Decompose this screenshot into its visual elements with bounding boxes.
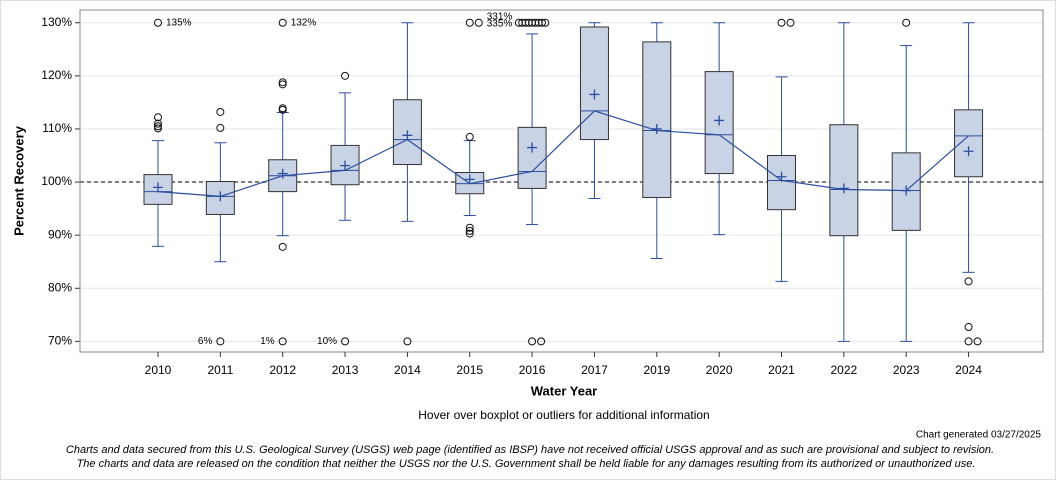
outlier: [154, 18, 162, 27]
x-tick-label: 2016: [519, 363, 546, 377]
outlier: [541, 18, 550, 27]
outlier: [154, 113, 162, 122]
mean-marker: [527, 142, 538, 153]
outlier: [278, 242, 287, 251]
outlier: [154, 122, 162, 131]
x-tick-label: 2017: [581, 363, 608, 377]
box: [954, 109, 984, 178]
outlier: [403, 337, 412, 346]
outlier: [902, 18, 911, 27]
x-tick-label: 2023: [893, 363, 920, 377]
y-tick-label: 120%: [41, 68, 72, 82]
mean-marker: [589, 89, 600, 100]
box: [579, 26, 609, 141]
x-tick-label: 2013: [332, 363, 359, 377]
outlier: [777, 18, 786, 27]
x-tick-label: 2021: [768, 363, 795, 377]
disclaimer: Charts and data secured from this U.S. G…: [66, 444, 994, 456]
outlier: [216, 337, 225, 346]
x-tick-label: 2020: [706, 363, 733, 377]
outlier: [964, 277, 973, 286]
mean-marker: [277, 168, 288, 179]
box: [829, 124, 859, 237]
median-line: [157, 110, 969, 198]
y-tick-label: 110%: [42, 121, 72, 135]
outlier-note: 135%: [166, 17, 192, 28]
outlier: [278, 337, 287, 346]
y-tick-label: 70%: [48, 334, 72, 348]
outlier: [341, 71, 350, 80]
outlier-note: 1%: [260, 336, 275, 347]
outlier: [154, 119, 162, 128]
outlier: [278, 18, 287, 27]
outlier: [964, 337, 973, 346]
x-tick-label: 2010: [145, 363, 172, 377]
y-axis-label: Percent Recovery: [11, 125, 26, 236]
box: [642, 41, 672, 198]
generated-note: Chart generated 03/27/2025: [916, 430, 1042, 441]
outlier: [216, 123, 225, 132]
hover-note: Hover over boxplot or outliers for addit…: [418, 408, 709, 422]
outlier: [278, 80, 287, 89]
outlier: [474, 18, 483, 27]
mean-marker: [464, 174, 475, 185]
outlier: [465, 229, 474, 238]
mean-marker: [153, 182, 163, 193]
y-tick-label: 80%: [48, 280, 72, 294]
outlier: [341, 337, 350, 346]
outlier: [278, 78, 287, 87]
outlier: [216, 107, 225, 116]
plot-frame: [79, 9, 1044, 353]
box: [517, 126, 547, 189]
outlier: [973, 337, 982, 346]
outlier: [278, 105, 287, 114]
outlier: [964, 323, 973, 332]
outlier: [786, 18, 795, 27]
x-tick-label: 2019: [643, 363, 670, 377]
outlier: [538, 18, 546, 27]
x-tick-label: 2014: [394, 363, 421, 377]
y-tick-label: 130%: [41, 15, 72, 29]
x-tick-label: 2024: [955, 363, 982, 377]
outlier-note: 331%: [487, 11, 513, 22]
y-tick-label: 90%: [48, 227, 72, 241]
outlier: [465, 18, 474, 27]
mean-marker: [963, 146, 974, 157]
outlier: [528, 337, 537, 346]
outlier: [537, 337, 546, 346]
y-tick-label: 100%: [41, 174, 72, 188]
outlier-note: 6%: [198, 336, 213, 347]
outlier-note: 132%: [291, 17, 317, 28]
outlier-note: 10%: [317, 336, 337, 347]
disclaimer: The charts and data are released on the …: [77, 458, 976, 470]
x-tick-label: 2012: [269, 363, 296, 377]
x-axis-label: Water Year: [531, 383, 598, 398]
outlier: [154, 124, 162, 133]
outlier: [465, 223, 474, 232]
box: [767, 155, 796, 211]
mean-marker: [714, 115, 725, 126]
outlier-note: 335%: [487, 18, 513, 29]
x-tick-label: 2015: [456, 363, 483, 377]
x-tick-label: 2011: [207, 363, 233, 377]
mean-marker: [340, 160, 351, 171]
x-tick-label: 2022: [830, 363, 857, 377]
outlier: [465, 132, 474, 141]
mean-marker: [402, 130, 413, 141]
outlier: [465, 226, 474, 235]
